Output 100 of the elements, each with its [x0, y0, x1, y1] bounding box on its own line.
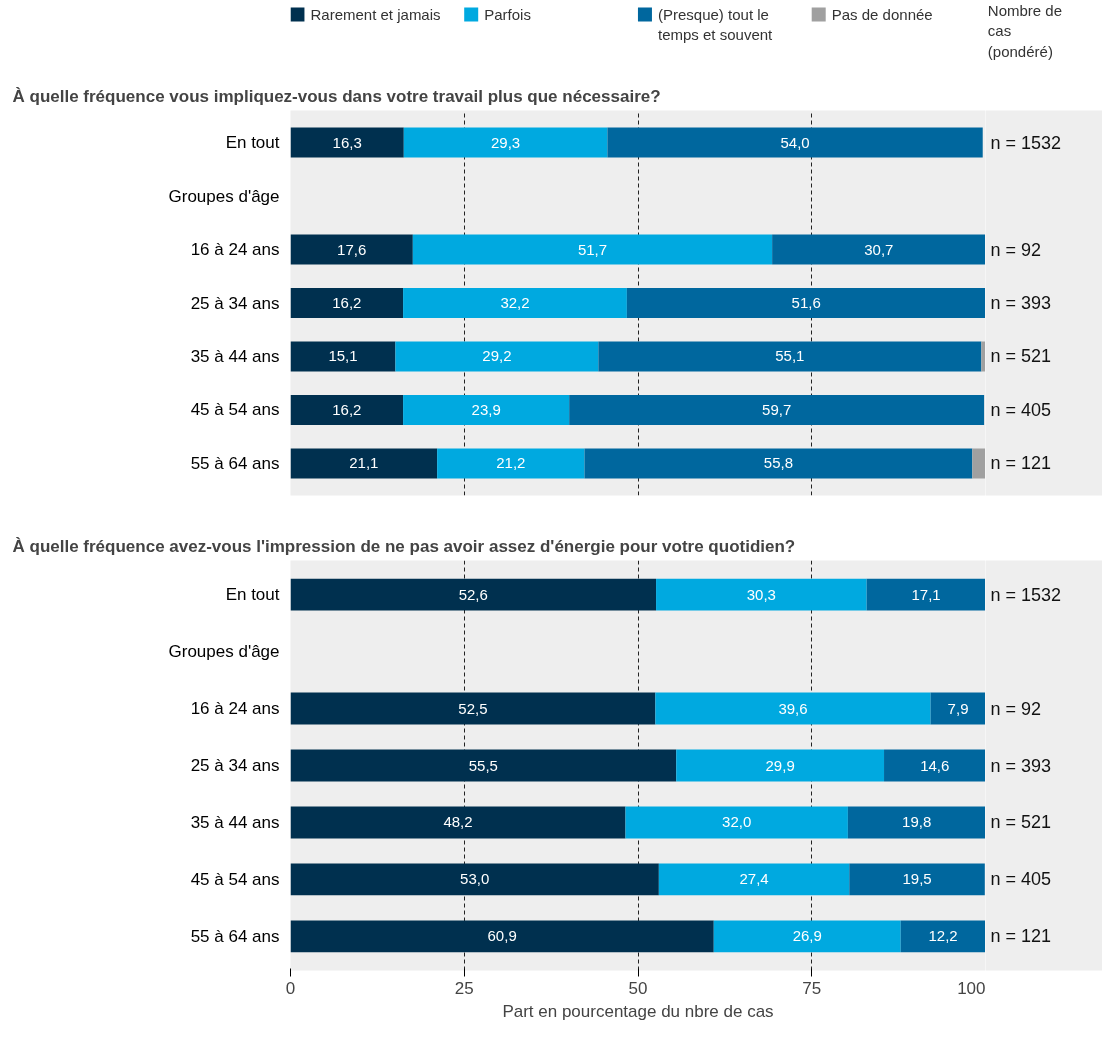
y-tick-label: 35 à 44 ans — [190, 346, 280, 366]
bar — [290, 749, 677, 782]
x-tick-label: 75 — [802, 978, 822, 998]
data-label: 19,5 — [902, 870, 932, 888]
y-tick-label: 25 à 34 ans — [190, 756, 280, 775]
bar — [290, 127, 404, 158]
data-label: 26,9 — [792, 927, 822, 945]
legend-label: Pas de donnée — [831, 6, 933, 24]
bar — [290, 288, 404, 318]
bar — [290, 806, 626, 839]
data-label: 51,6 — [791, 294, 821, 311]
bar — [437, 448, 585, 479]
data-label: 23,9 — [471, 400, 501, 418]
data-label: 59,7 — [762, 400, 792, 418]
legend-label: Parfois — [484, 6, 531, 24]
bar — [655, 692, 931, 725]
data-label: 30,3 — [746, 585, 776, 603]
bar — [569, 394, 985, 425]
data-label: 21,2 — [496, 454, 526, 472]
y2-tick-label: n = 92 — [990, 698, 1042, 719]
bar — [290, 448, 438, 479]
bar — [290, 234, 413, 265]
y2-tick-label: n = 121 — [990, 926, 1052, 947]
y-tick-label: Groupes d'âge — [168, 186, 280, 206]
bar — [884, 749, 985, 782]
x-tick-label: 50 — [628, 978, 648, 998]
bar — [290, 394, 404, 425]
bar — [290, 692, 656, 725]
y-tick-label: 55 à 64 ans — [190, 453, 280, 473]
bar — [412, 234, 773, 265]
y2-tick-label: n = 393 — [990, 293, 1052, 313]
data-label: 29,9 — [765, 756, 795, 774]
y-tick-label: 55 à 64 ans — [190, 926, 280, 946]
data-label: 15,1 — [328, 347, 358, 365]
y-tick-label: 45 à 54 ans — [190, 869, 280, 889]
chart-title: À quelle fréquence avez-vous l'impression de ne pas avoir assez d'énergie pour votre quotidien? — [12, 536, 796, 556]
data-label: 19,8 — [902, 813, 932, 831]
bar — [290, 863, 659, 896]
y2-tick-label: n = 521 — [990, 812, 1052, 833]
bar — [626, 288, 985, 318]
y-tick-label: 25 à 34 ans — [190, 293, 280, 313]
bar — [403, 127, 608, 158]
data-label: 16,3 — [332, 133, 362, 151]
y-tick-label: En tout — [225, 133, 280, 153]
bar — [607, 127, 983, 158]
data-label: 12,2 — [928, 927, 958, 945]
bar — [849, 863, 985, 896]
x-tick-label: 25 — [454, 978, 474, 998]
bar — [658, 863, 850, 896]
text: Nombre de cas (pondéré) — [987, 1, 1063, 60]
bar — [403, 394, 570, 425]
bar — [584, 448, 973, 479]
y2-tick-label: n = 393 — [990, 755, 1052, 776]
bar — [395, 341, 599, 372]
bar — [403, 288, 627, 318]
data-label: 27,4 — [739, 870, 769, 888]
data-label: 32,0 — [722, 813, 752, 831]
y-tick-label: 16 à 24 ans — [190, 699, 280, 719]
bar — [900, 920, 985, 953]
bar — [290, 578, 657, 611]
legend-label: (Presque) tout le temps et souvent — [658, 6, 774, 44]
x-tick-label: 100 — [957, 978, 986, 998]
data-label: 52,6 — [458, 585, 488, 603]
data-label: 55,5 — [468, 756, 498, 774]
data-label: 30,7 — [864, 240, 894, 258]
bar — [676, 749, 885, 782]
bar — [772, 234, 985, 265]
bar — [656, 578, 867, 611]
data-label: 55,1 — [775, 347, 805, 365]
bar — [847, 806, 985, 839]
y2-tick-label: n = 521 — [990, 346, 1052, 367]
x-axis-title: Part en pourcentage du nbre de cas — [502, 1001, 774, 1021]
bar — [625, 806, 848, 839]
data-label: 16,2 — [332, 294, 362, 311]
data-label: 52,5 — [458, 699, 488, 717]
bar — [290, 920, 714, 953]
y2-tick-label: n = 405 — [990, 399, 1052, 420]
data-label: 16,2 — [332, 400, 362, 418]
legend-label: Rarement et jamais — [310, 6, 441, 24]
y2-tick-label: n = 405 — [990, 869, 1052, 890]
y-tick-label: 35 à 44 ans — [190, 812, 280, 832]
y-tick-label: 45 à 54 ans — [190, 400, 280, 420]
bar — [713, 920, 901, 953]
data-label: 53,0 — [460, 870, 490, 888]
y-tick-label: En tout — [225, 585, 280, 605]
x-tick-label: 0 — [285, 978, 296, 998]
data-label: 17,1 — [911, 585, 941, 603]
data-label: 48,2 — [443, 813, 473, 831]
y2-tick-label: n = 1532 — [990, 132, 1062, 153]
y-tick-label: 16 à 24 ans — [190, 240, 280, 260]
data-label: 29,2 — [482, 347, 512, 365]
bar — [981, 341, 985, 372]
data-label: 21,1 — [349, 454, 379, 472]
data-label: 7,9 — [947, 699, 969, 717]
data-label: 55,8 — [763, 454, 793, 472]
data-label: 17,6 — [337, 240, 367, 258]
y2-tick-label: n = 121 — [990, 453, 1052, 474]
bar — [972, 448, 985, 479]
y2-tick-label: n = 92 — [990, 239, 1042, 260]
chart-title: À quelle fréquence vous impliquez-vous dans votre travail plus que nécessaire? — [12, 86, 661, 106]
